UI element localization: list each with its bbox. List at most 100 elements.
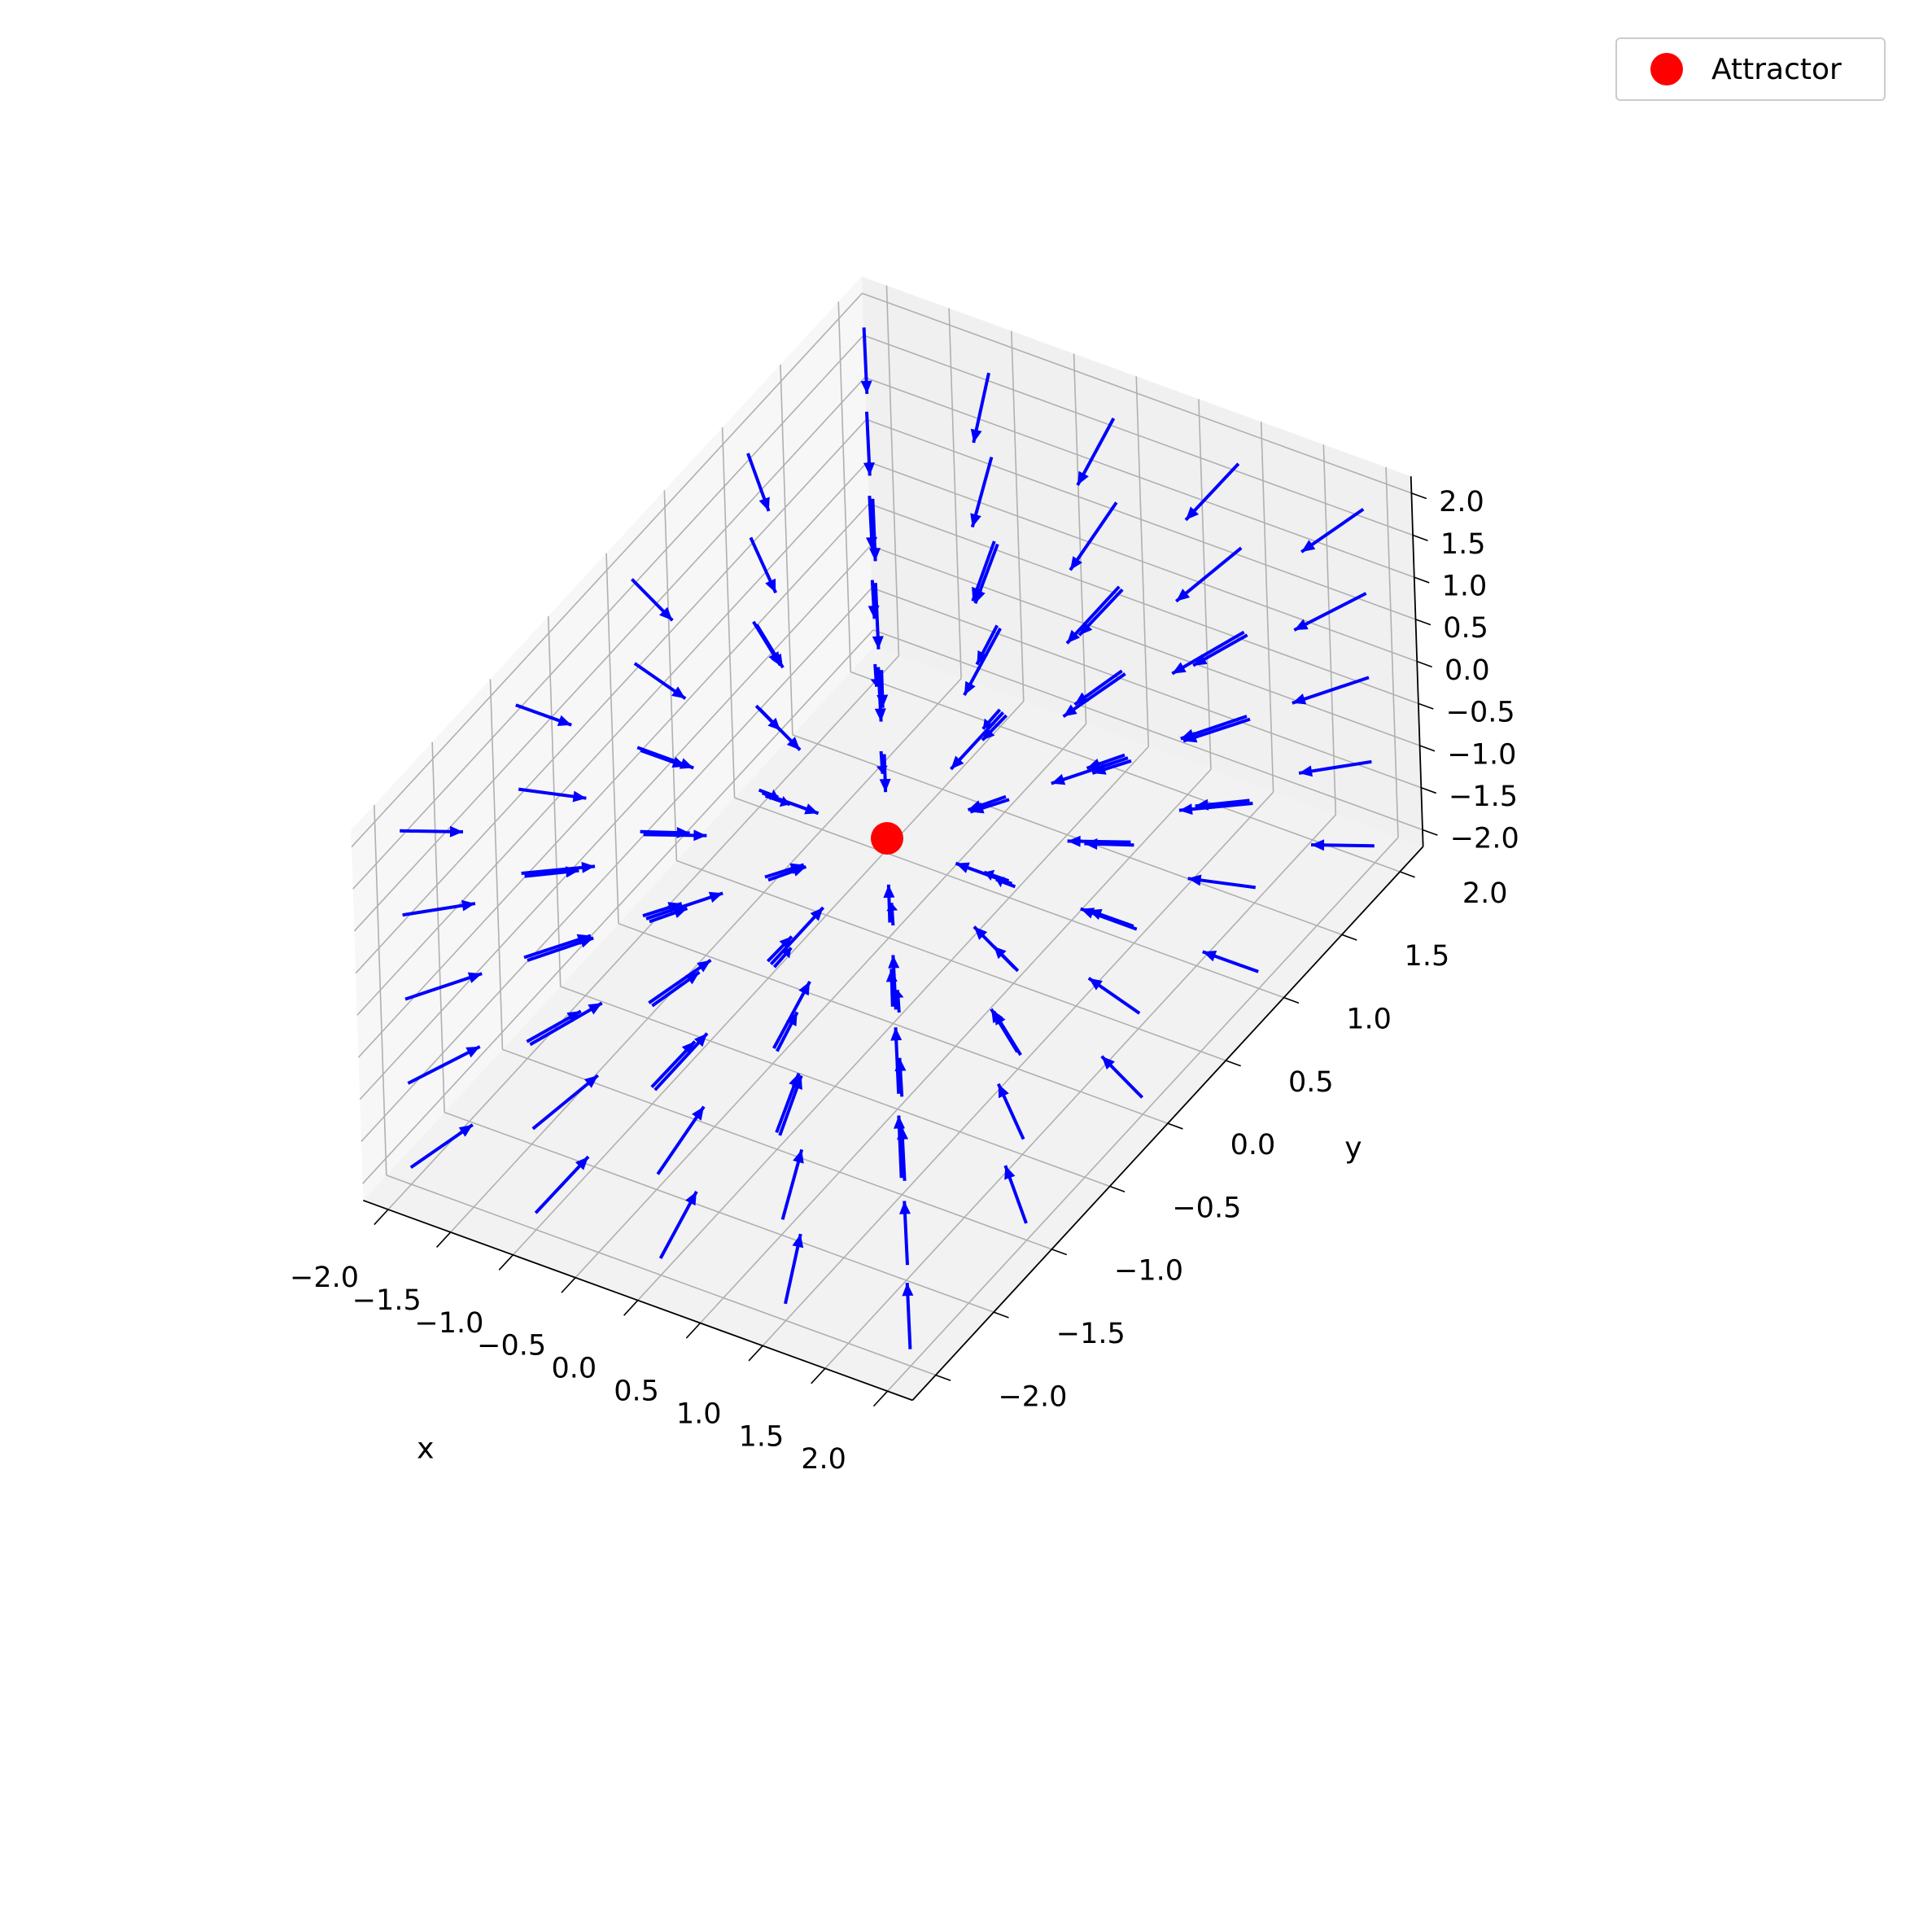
vector-arrow (1069, 501, 1118, 571)
vector-arrow (749, 536, 778, 594)
arrow-head (708, 891, 723, 903)
arrow-head (1101, 1056, 1115, 1070)
arrow-head (1183, 731, 1198, 743)
arrow-head (588, 1003, 602, 1015)
vector-arrow (969, 798, 1010, 814)
grid-line (862, 292, 1412, 494)
attractor-points (871, 822, 903, 855)
grid-line (864, 376, 1415, 578)
y-tick-label: 2.0 (1462, 877, 1508, 910)
arrow-head (584, 1075, 598, 1088)
arrow-head (694, 1033, 707, 1048)
arrow-head (673, 907, 688, 918)
y-tick-label: 1.0 (1346, 1004, 1392, 1036)
arrow-head (1004, 1166, 1016, 1180)
arrow-head (1299, 765, 1313, 777)
arrow-head (886, 903, 898, 912)
y-tick-label: −1.0 (1114, 1255, 1183, 1288)
arrow-head (671, 756, 686, 768)
x-tick (561, 1277, 576, 1293)
vector-arrow (656, 1105, 706, 1175)
arrow-shaft (404, 972, 483, 1001)
arrow-head (1311, 839, 1325, 851)
z-tick (1412, 534, 1428, 541)
z-tick-label: −2.0 (1450, 823, 1519, 855)
y-tick (1051, 1249, 1068, 1256)
arrow-head (780, 947, 792, 959)
arrow-shaft (1292, 676, 1370, 705)
vector-arrow (992, 945, 1020, 973)
arrow-head (863, 462, 875, 476)
vector-arrow (973, 543, 999, 605)
y-tick (993, 1311, 1009, 1319)
vector-arrow (902, 1282, 914, 1349)
z-tick (1415, 619, 1432, 626)
arrow-head (1179, 803, 1193, 816)
arrow-head (449, 825, 463, 838)
vector-arrow (409, 1123, 474, 1170)
vector-arrow (963, 628, 1002, 697)
z-tick-label: −1.5 (1449, 781, 1518, 813)
vector-arrow (648, 959, 712, 1004)
arrow-head (557, 715, 572, 726)
arrow-head (1067, 835, 1081, 847)
arrow-head (792, 865, 806, 877)
grid-line (886, 837, 1399, 1392)
axis-labels: xy (417, 1131, 1362, 1466)
grid-line (355, 418, 868, 974)
arrow-head (1092, 763, 1107, 775)
arrow-shaft (656, 1105, 706, 1175)
vector-arrow (899, 1201, 911, 1266)
arrow-head (692, 1106, 704, 1121)
vector-arrow (515, 703, 572, 727)
vector-arrow (872, 583, 884, 650)
arrow-head (970, 428, 982, 443)
x-axis-label: x (417, 1433, 434, 1466)
arrow-head (771, 653, 783, 668)
x-tick (374, 1209, 389, 1226)
arrow-head (1067, 629, 1080, 644)
y-tick (935, 1374, 951, 1381)
vector-arrow (995, 877, 1016, 889)
vector-arrow (518, 787, 587, 803)
z-tick-label: 0.0 (1445, 654, 1490, 687)
arrow-head (765, 578, 776, 593)
y-tick (1283, 996, 1300, 1004)
vector-arrow (1202, 950, 1259, 973)
vector-arrow (653, 1032, 709, 1091)
arrow-head (1292, 693, 1307, 705)
z-tick-label: −0.5 (1446, 697, 1515, 729)
arrow-head (791, 1075, 802, 1090)
vector-arrow (1080, 907, 1138, 931)
arrow-head (970, 513, 981, 527)
vector-arrow (778, 1074, 803, 1136)
z-tick-label: 2.0 (1439, 486, 1484, 518)
arrow-head (982, 727, 995, 741)
vector-arrow (996, 1083, 1025, 1140)
arrow-head (994, 946, 1007, 960)
vector-arrow (772, 980, 811, 1049)
arrow-head (890, 1027, 903, 1041)
grid-line (1385, 466, 1399, 838)
arrow-shaft (529, 1001, 603, 1047)
arrow-head (998, 1083, 1009, 1099)
vector-arrow (874, 667, 886, 722)
vector-arrow (531, 1074, 600, 1131)
vector-arrow (894, 1057, 907, 1097)
vector-arrow (1076, 418, 1116, 487)
vector-arrow (860, 327, 872, 395)
arrow-head (869, 548, 881, 562)
vector-arrow (992, 1010, 1022, 1056)
vector-arrow (981, 714, 1008, 741)
vector-arrow (1091, 759, 1132, 775)
arrow-head (1301, 540, 1316, 553)
vector-arrow (1187, 874, 1257, 890)
arrow-shaft (531, 1074, 600, 1131)
vector-arrow (402, 899, 476, 917)
vector-arrow (879, 754, 891, 793)
x-tick (685, 1322, 702, 1339)
arrow-head (810, 908, 824, 921)
x-tick-label: 1.0 (676, 1398, 722, 1430)
arrow-shaft (1069, 501, 1118, 571)
y-tick-label: −2.0 (998, 1380, 1067, 1413)
